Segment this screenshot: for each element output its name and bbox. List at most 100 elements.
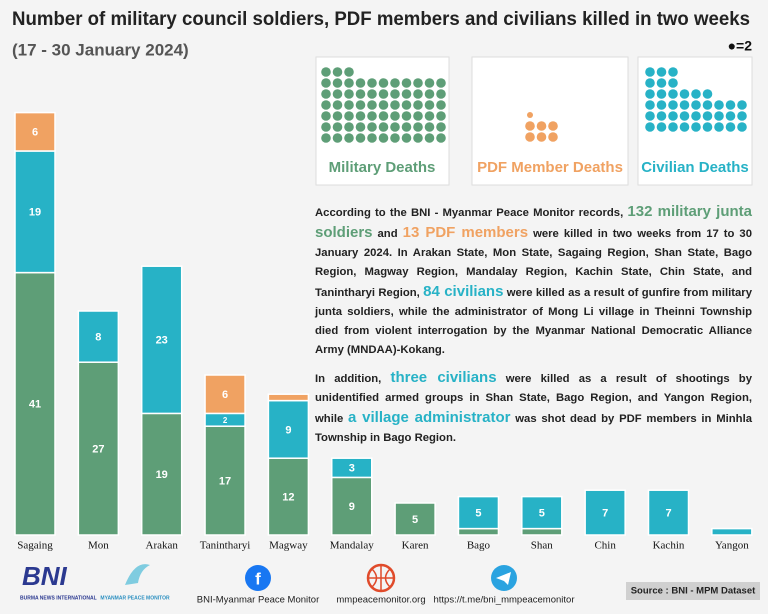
pictogram-dot [321,111,331,121]
bar-segment [711,527,753,536]
pictogram-dot [424,100,435,110]
pictogram-dot [413,133,423,143]
bar-segment [14,271,56,536]
icon-glyph: f [255,569,261,588]
paragraph: According to the BNI - Myanmar Peace Mon… [315,202,752,360]
x-tick-label: Yangon [715,540,749,552]
pictogram-dot [691,122,701,132]
pictogram-dot [355,78,366,88]
pictogram-dot [367,100,377,110]
pictogram-dot [367,133,377,143]
pictogram-dot [436,133,446,143]
source: Source : BNI - MPM Dataset [631,586,756,597]
pictogram-dot [321,67,331,77]
text: were killed as a result of gunfire from … [315,287,752,356]
data-label: 9 [285,424,291,436]
pictogram-dot [668,111,678,121]
bar-segment [394,502,436,536]
data-label: 5 [412,514,418,526]
pictogram-dot [321,122,331,132]
data-label: 19 [156,469,168,481]
bar-segment [521,495,563,530]
pictogram-dot [424,78,435,88]
data-label: 5 [475,508,481,520]
pictogram-dot [378,89,389,99]
pictogram-dot [355,89,366,99]
highlight: three civilians [390,369,497,386]
data-label: 19 [29,207,41,219]
x-tick-label: Mon [88,540,109,552]
data-label: 9 [349,501,355,513]
pictogram-dot [702,100,713,110]
bar-segment [457,527,500,536]
data-label: 7 [602,508,608,520]
pictogram-dot [536,132,547,142]
data-label: 23 [156,335,168,347]
pictogram-dot [344,78,354,88]
pictogram-dot [401,89,412,99]
pictogram-dot [321,89,331,99]
bar-segment [457,495,500,530]
highlight: 13 PDF members [402,224,529,241]
bar-segment [647,489,690,536]
pictogram-dot [656,89,667,99]
pictogram-dot [424,133,435,143]
bar-segment [331,457,373,479]
bar-segment [140,265,183,415]
logo: BNI [22,561,68,591]
pictogram-dot [355,133,366,143]
web-icon [368,565,394,591]
data-label: 17 [219,476,231,488]
pictogram-dot [344,100,354,110]
subtitle: (17 - 30 January 2024) [12,40,189,59]
pictogram-dot [645,78,655,88]
box-label: Civilian Deaths [641,159,749,176]
pictogram-dot [679,89,690,99]
pictogram-dot [436,111,446,121]
box [471,56,629,186]
source-box [626,582,760,600]
pictogram-dot [679,111,690,121]
pictogram-dot [725,100,736,110]
pictogram-dot [332,100,343,110]
box-label: Military Deaths [329,159,436,176]
bar-segment [584,489,626,536]
pictogram-dot [436,122,446,132]
data-label: 41 [29,399,41,411]
pictogram-dot [378,100,389,110]
pictogram-dot [378,78,389,88]
pictogram-dot [390,100,400,110]
pictogram-dot [344,67,354,77]
pictogram-dot [332,89,343,99]
pictogram-dot [702,89,713,99]
pictogram-dot [413,100,423,110]
pictogram-dot [668,100,678,110]
pictogram-dot [548,121,558,131]
pictogram-dot [424,111,435,121]
pictogram-dot [344,133,354,143]
data-label: 8 [95,332,101,344]
logo-text: MYANMAR PEACE MONITOR [100,595,170,601]
pictogram-dot [378,133,389,143]
pictogram-dot [355,100,366,110]
pictograms [321,67,747,143]
pictogram-dot [679,100,690,110]
pictogram-dot [714,122,724,132]
pictogram-dot [668,67,678,77]
pictogram-dot [525,121,535,131]
pictogram-dot [424,89,435,99]
pictogram-dot [367,111,377,121]
pictogram-dot [656,67,667,77]
x-tick-label: Arakan [146,540,179,552]
pictogram-dot [645,111,655,121]
footer-text: mmpeacemonitor.org [336,595,425,606]
pictogram-dot [645,122,655,132]
pictogram-dot [645,67,655,77]
x-tick-label: Karen [402,540,429,552]
pictogram-dot [525,132,535,142]
bars: Sagaing Mon Arakan Tanintharyi Magway Mandala… [14,111,753,552]
pictogram-dot [645,100,655,110]
x-tick-label: Mandalay [330,540,374,552]
chart-title: Number of military council soldiers, PDF… [12,9,750,30]
